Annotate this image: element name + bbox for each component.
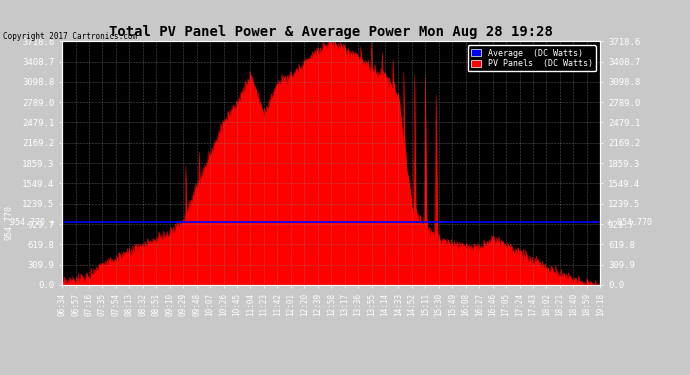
Legend: Average  (DC Watts), PV Panels  (DC Watts): Average (DC Watts), PV Panels (DC Watts) bbox=[468, 45, 596, 71]
Text: 954.770 +: 954.770 + bbox=[10, 218, 55, 227]
Text: Copyright 2017 Cartronics.com: Copyright 2017 Cartronics.com bbox=[3, 32, 137, 41]
Text: + 954.770: + 954.770 bbox=[607, 218, 652, 227]
Title: Total PV Panel Power & Average Power Mon Aug 28 19:28: Total PV Panel Power & Average Power Mon… bbox=[109, 25, 553, 39]
Text: 954.770: 954.770 bbox=[5, 205, 14, 240]
